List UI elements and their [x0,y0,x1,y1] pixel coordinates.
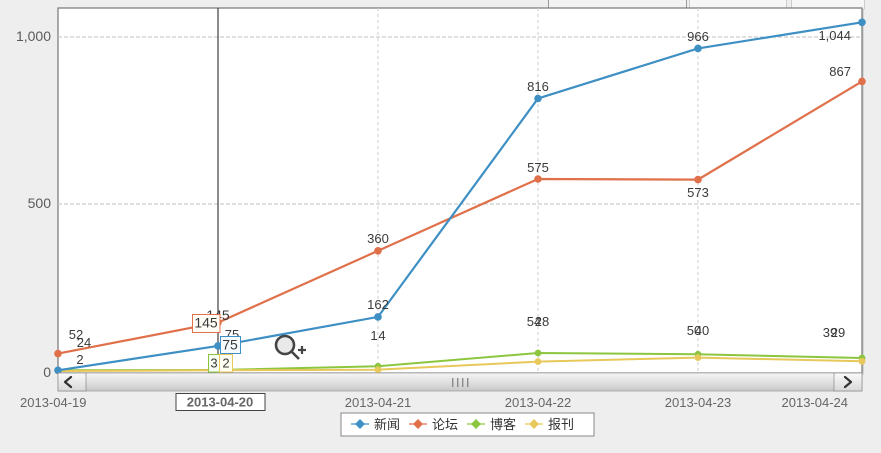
svg-text:867: 867 [829,64,851,79]
svg-text:75: 75 [222,337,238,353]
svg-text:500: 500 [28,195,52,211]
svg-text:2013-04-20: 2013-04-20 [187,395,254,410]
svg-text:1,000: 1,000 [16,28,51,44]
svg-text:3: 3 [210,356,217,371]
svg-text:145: 145 [194,315,218,331]
svg-text:816: 816 [527,79,549,94]
svg-text:2: 2 [222,356,229,371]
svg-text:4: 4 [378,328,385,343]
svg-text:40: 40 [695,323,709,338]
svg-text:162: 162 [367,297,389,312]
svg-text:28: 28 [535,314,549,329]
svg-text:博客: 博客 [490,417,516,432]
svg-text:1,044: 1,044 [818,28,851,43]
svg-text:0: 0 [43,364,51,380]
svg-text:论坛: 论坛 [432,417,458,432]
svg-text:575: 575 [527,160,549,175]
svg-text:2013-04-21: 2013-04-21 [345,395,412,410]
svg-text:2013-04-24: 2013-04-24 [782,395,849,410]
svg-text:360: 360 [367,231,389,246]
svg-text:2013-04-23: 2013-04-23 [665,395,732,410]
svg-text:29: 29 [831,325,845,340]
svg-text:2013-04-19: 2013-04-19 [20,395,87,410]
svg-text:2: 2 [76,352,83,367]
svg-text:966: 966 [687,29,709,44]
svg-text:573: 573 [687,185,709,200]
svg-text:报刊: 报刊 [548,417,574,432]
svg-text:2013-04-22: 2013-04-22 [505,395,572,410]
svg-text:1: 1 [370,328,377,343]
svg-text:新闻: 新闻 [374,417,400,432]
svg-text:24: 24 [77,335,91,350]
